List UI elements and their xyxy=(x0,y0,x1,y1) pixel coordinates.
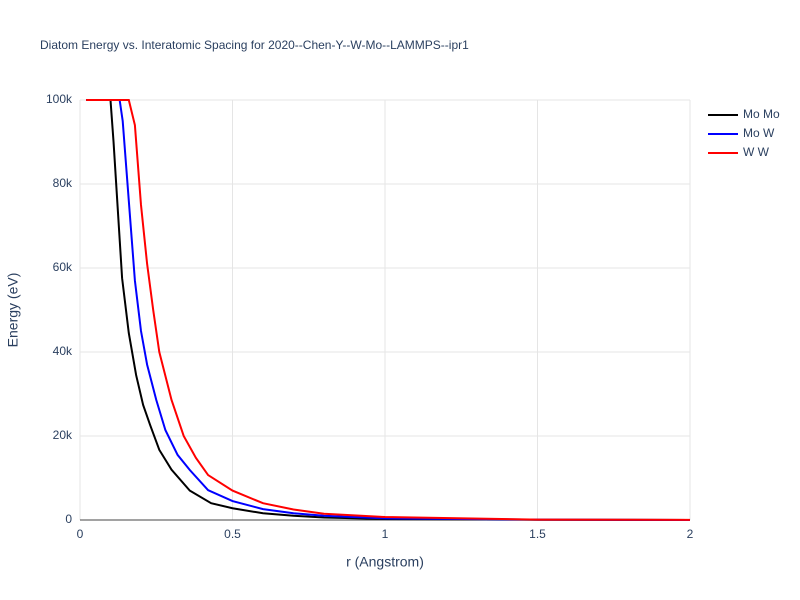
chart-title: Diatom Energy vs. Interatomic Spacing fo… xyxy=(40,38,469,52)
y-tick-label: 100k xyxy=(46,92,73,106)
y-tick-label: 40k xyxy=(53,344,73,358)
y-tick-label: 20k xyxy=(53,428,73,442)
y-axis-label: Energy (eV) xyxy=(5,273,21,348)
y-tick-label: 0 xyxy=(65,512,72,526)
legend-label: Mo Mo xyxy=(743,107,780,121)
y-tick-label: 60k xyxy=(53,260,73,274)
legend-label: Mo W xyxy=(743,126,775,140)
series-line xyxy=(86,99,690,521)
x-tick-label: 1 xyxy=(382,527,389,541)
x-tick-label: 0.5 xyxy=(224,527,241,541)
y-tick-label: 80k xyxy=(53,176,73,190)
x-tick-label: 2 xyxy=(687,527,694,541)
x-axis-label: r (Angstrom) xyxy=(346,554,424,570)
x-tick-label: 1.5 xyxy=(529,527,546,541)
legend-label: W W xyxy=(743,145,770,159)
series-line xyxy=(86,99,690,521)
x-tick-label: 0 xyxy=(77,527,84,541)
series-line xyxy=(86,99,690,521)
